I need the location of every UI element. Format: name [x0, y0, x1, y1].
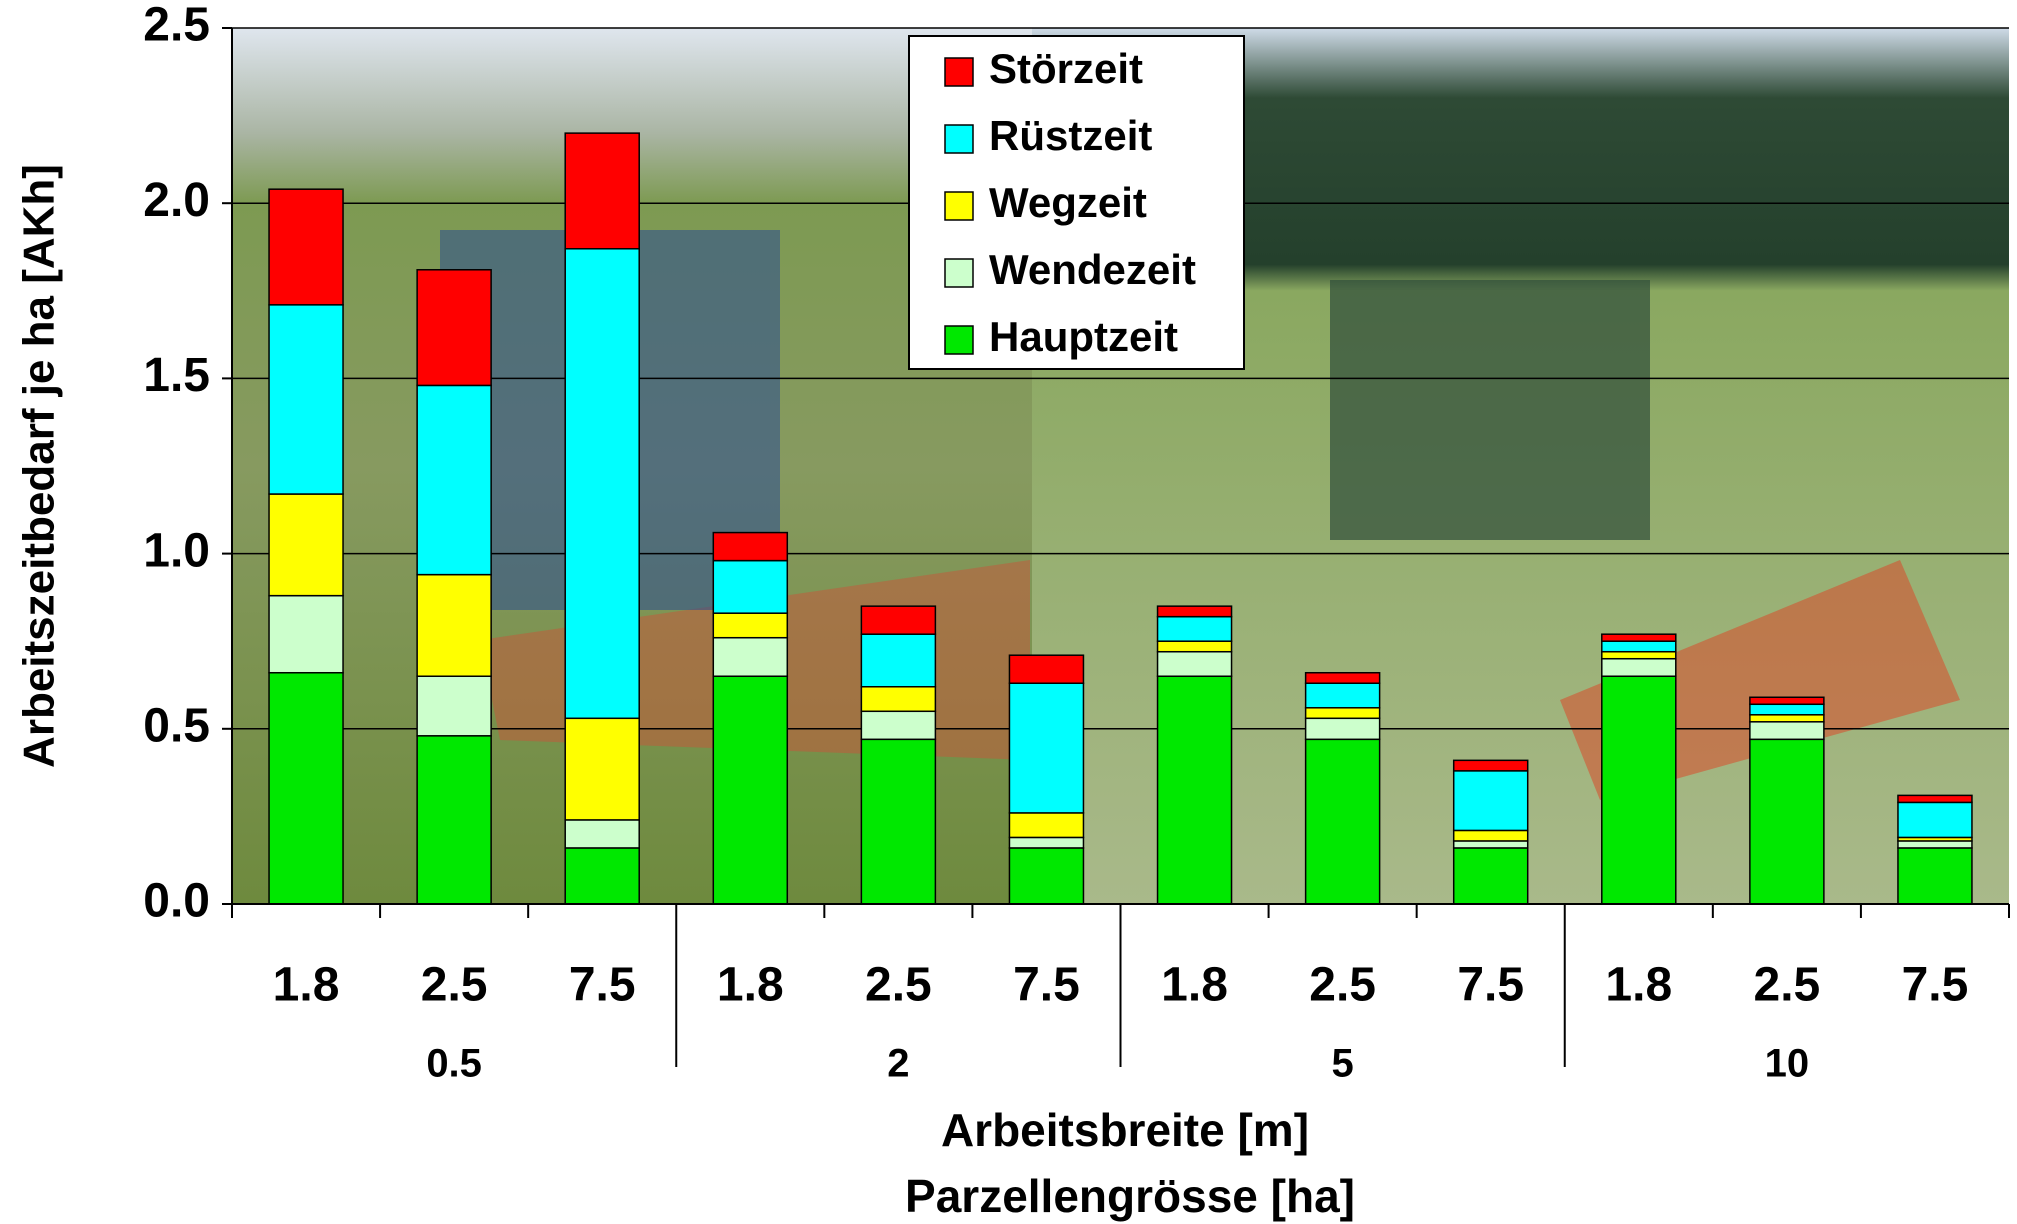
bar-segment	[1602, 634, 1676, 641]
x-axis-title-2: Parzellengrösse [ha]	[905, 1170, 1355, 1222]
legend-swatch	[945, 125, 973, 153]
bar-segment	[1898, 848, 1972, 904]
y-axis-title: Arbeitszeitbedarf je ha [AKh]	[15, 164, 64, 768]
bar-segment	[417, 736, 491, 904]
bar-segment	[1898, 795, 1972, 802]
bar-segment	[861, 687, 935, 712]
bar-segment	[1602, 659, 1676, 677]
legend-swatch	[945, 259, 973, 287]
x-tick-label: 1.8	[1605, 959, 1672, 1012]
bar-segment	[1602, 652, 1676, 659]
legend-label: Wegzeit	[989, 179, 1147, 226]
bar-segment	[1009, 813, 1083, 838]
bar-segment	[861, 634, 935, 687]
x-tick-label: 2.5	[421, 959, 488, 1012]
group-label: 10	[1765, 1042, 1810, 1086]
bar-segment	[1454, 841, 1528, 848]
x-tick-label: 7.5	[1457, 959, 1524, 1012]
bar-segment	[269, 189, 343, 305]
bar-segment	[1306, 718, 1380, 739]
x-axis-title: Arbeitsbreite [m]	[941, 1104, 1309, 1156]
x-tick-label: 7.5	[569, 959, 636, 1012]
bar-segment	[1898, 802, 1972, 837]
group-label: 2	[887, 1042, 909, 1086]
bar-segment	[861, 711, 935, 739]
x-tick-label: 2.5	[1754, 959, 1821, 1012]
bar-segment	[417, 270, 491, 386]
bar-segment	[1454, 760, 1528, 771]
bar-segment	[1306, 673, 1380, 684]
bar-segment	[417, 385, 491, 574]
bar-segment	[861, 606, 935, 634]
bar-segment	[1306, 683, 1380, 708]
legend-label: Rüstzeit	[989, 112, 1152, 159]
legend-label: Störzeit	[989, 45, 1143, 92]
bar-segment	[565, 133, 639, 249]
bar-segment	[565, 820, 639, 848]
y-tick-label: 2.5	[143, 0, 210, 52]
bar-segment	[269, 305, 343, 494]
y-tick-label: 2.0	[143, 174, 210, 227]
bar-segment	[1306, 739, 1380, 904]
y-tick-label: 1.0	[143, 524, 210, 577]
bar-segment	[1009, 655, 1083, 683]
group-label: 5	[1332, 1042, 1354, 1086]
x-tick-label: 7.5	[1902, 959, 1969, 1012]
x-tick-label: 2.5	[865, 959, 932, 1012]
bar-segment	[417, 575, 491, 677]
bar-segment	[417, 676, 491, 736]
bar-segment	[1158, 617, 1232, 642]
bar-segment	[565, 718, 639, 820]
bar-segment	[1306, 708, 1380, 719]
bar-segment	[1009, 848, 1083, 904]
bar-segment	[1158, 606, 1232, 617]
bar-segment	[565, 848, 639, 904]
bar-segment	[1750, 722, 1824, 740]
y-tick-label: 1.5	[143, 349, 210, 402]
y-tick-label: 0.5	[143, 699, 210, 752]
bar-segment	[713, 613, 787, 638]
legend-swatch	[945, 192, 973, 220]
legend: Störzeit Rüstzeit Wegzeit Wendezeit Hauptzei…	[909, 36, 1244, 369]
bar-segment	[1454, 771, 1528, 831]
group-label: 0.5	[426, 1042, 482, 1086]
bar-segment	[713, 638, 787, 677]
bar-segment	[713, 533, 787, 561]
x-tick-label: 2.5	[1309, 959, 1376, 1012]
legend-swatch	[945, 58, 973, 86]
bar-segment	[1009, 683, 1083, 813]
x-tick-label: 1.8	[717, 959, 784, 1012]
bar-segment	[1158, 652, 1232, 677]
bar-segment	[269, 494, 343, 596]
bar-segment	[1750, 704, 1824, 715]
legend-label: Wendezeit	[989, 246, 1196, 293]
x-tick-label: 1.8	[273, 959, 340, 1012]
bar-segment	[1454, 848, 1528, 904]
bar-segment	[1158, 676, 1232, 904]
bar-segment	[1158, 641, 1232, 652]
bar-segment	[1602, 676, 1676, 904]
bar-segment	[1602, 641, 1676, 652]
bar-segment	[1750, 739, 1824, 904]
x-tick-label: 7.5	[1013, 959, 1080, 1012]
bar-segment	[1009, 837, 1083, 848]
y-tick-label: 0.0	[143, 875, 210, 928]
x-tick-label: 1.8	[1161, 959, 1228, 1012]
legend-swatch	[945, 326, 973, 354]
bar-segment	[1898, 841, 1972, 848]
bar-segment	[713, 561, 787, 614]
chart: Arbeitszeitbedarf je ha [AKh] Arbeitsbre…	[0, 0, 2017, 1224]
bar-segment	[1750, 715, 1824, 722]
bar-segment	[269, 596, 343, 673]
bar-segment	[565, 249, 639, 719]
bar-segment	[269, 673, 343, 904]
bar-segment	[861, 739, 935, 904]
legend-label: Hauptzeit	[989, 313, 1178, 360]
bar-segment	[713, 676, 787, 904]
bar-segment	[1750, 697, 1824, 704]
bar-segment	[1454, 830, 1528, 841]
